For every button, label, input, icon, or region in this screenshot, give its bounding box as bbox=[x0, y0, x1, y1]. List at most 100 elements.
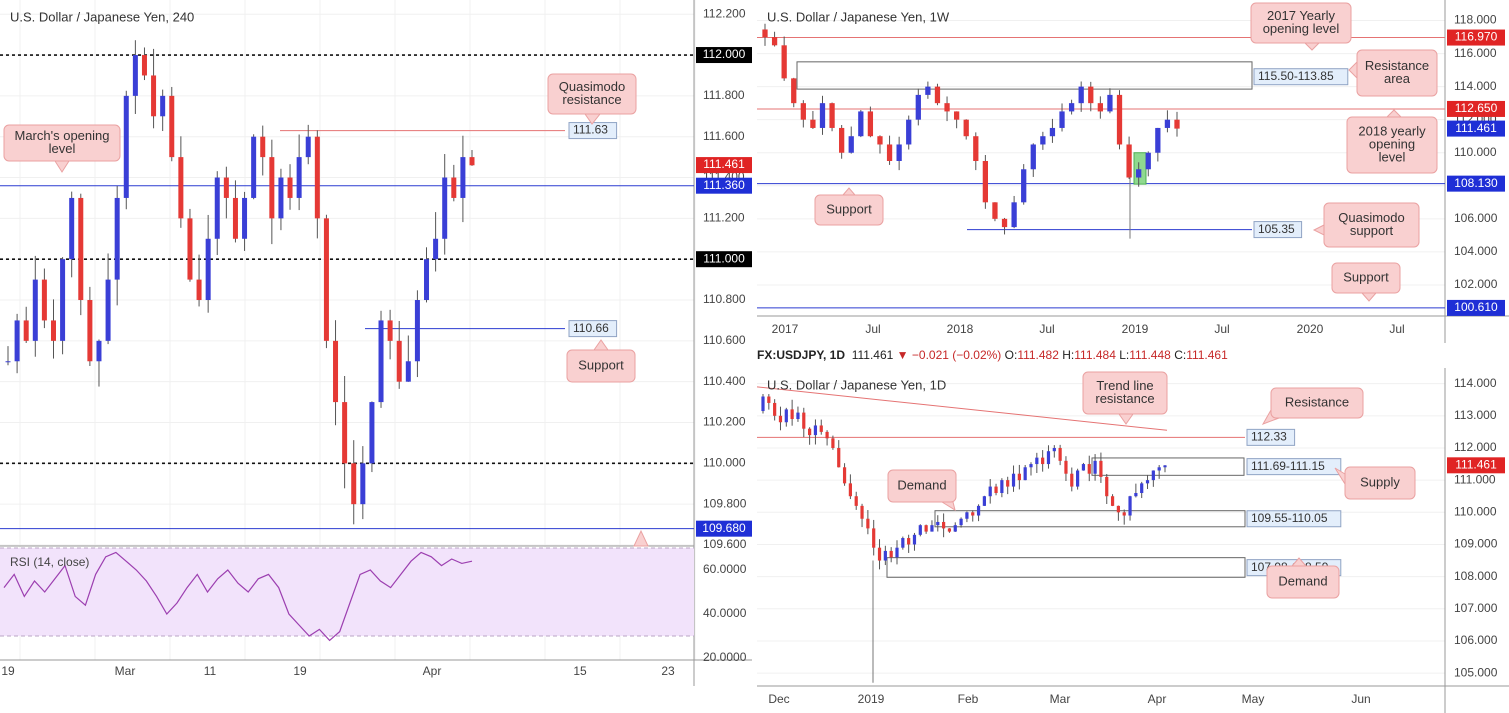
d1-callout-resistance: Resistance bbox=[1285, 394, 1349, 409]
d1-candle bbox=[767, 396, 771, 403]
w1-price-tick: 104.000 bbox=[1454, 244, 1498, 258]
w1-callout-2018-open-line-3: level bbox=[1379, 149, 1406, 164]
d1-candle bbox=[1145, 480, 1150, 484]
w1-candle bbox=[1155, 127, 1161, 153]
d1-candle bbox=[1163, 465, 1167, 468]
weekly-chart-svg[interactable]: 118.000116.000114.000112.000110.000108.0… bbox=[757, 0, 1509, 343]
d1-candle bbox=[1052, 447, 1056, 452]
w1-price-tag-116-970: 116.970 bbox=[1455, 30, 1498, 44]
w1-candle bbox=[982, 161, 989, 203]
d1-level-label-supply-bg bbox=[1246, 458, 1342, 476]
d1-candle bbox=[953, 525, 957, 532]
panel-h4-chart[interactable]: 112.200112.000111.800111.600111.400111.2… bbox=[0, 0, 752, 686]
h4-candle bbox=[187, 218, 193, 280]
h4-time-label: 23 bbox=[661, 664, 675, 678]
h4-time-label: 19 bbox=[1, 664, 15, 678]
w1-time-label: Jul bbox=[1039, 322, 1054, 336]
d1-candle bbox=[854, 496, 858, 506]
h4-candle bbox=[378, 320, 384, 403]
d1-candle bbox=[1029, 464, 1033, 468]
w1-callout-2018-open-box bbox=[1346, 116, 1438, 174]
w1-chart-title: U.S. Dollar / Japanese Yen, 1W bbox=[767, 9, 950, 24]
d1-candle bbox=[773, 402, 777, 416]
d1-candle bbox=[1011, 473, 1016, 487]
d1-candle bbox=[784, 409, 788, 423]
h4-candle bbox=[32, 279, 38, 341]
w1-callout-2017-open-box bbox=[1250, 2, 1352, 44]
d1-time-label: Apr bbox=[1148, 692, 1167, 706]
panel-weekly-chart[interactable]: 118.000116.000114.000112.000110.000108.0… bbox=[757, 0, 1509, 343]
h4-candle bbox=[387, 320, 393, 341]
h4-candle bbox=[141, 55, 147, 76]
d1-candle bbox=[1128, 496, 1132, 516]
w1-candle bbox=[906, 119, 912, 145]
rsi-tick: 60.0000 bbox=[703, 562, 747, 576]
h4-callout-march-open-line-2: level bbox=[49, 141, 76, 156]
d1-price-tick: 109.000 bbox=[1454, 537, 1498, 551]
w1-candle bbox=[819, 103, 826, 128]
d1-candle bbox=[942, 521, 946, 529]
d1-candle bbox=[872, 528, 876, 548]
h4-price-tag-111-360-bg bbox=[696, 177, 752, 194]
h4-candle bbox=[232, 197, 238, 239]
w1-time-label: Jul bbox=[865, 322, 880, 336]
d1-candle bbox=[947, 528, 952, 532]
h4-callout-quasimodo-box bbox=[547, 73, 637, 115]
h4-candle bbox=[123, 95, 129, 198]
quote-open: 111.482 bbox=[1017, 348, 1059, 362]
d1-candle bbox=[930, 525, 934, 532]
d1-candle bbox=[813, 425, 818, 436]
d1-price-tick: 110.000 bbox=[1454, 504, 1497, 518]
panel-daily-chart[interactable]: 114.000 113.000 112.000 111.000 110.000 109.0… bbox=[757, 368, 1509, 713]
d1-callout-demand-upper: Demand bbox=[897, 477, 946, 492]
d1-candle bbox=[842, 467, 847, 484]
d1-candle bbox=[802, 412, 806, 429]
h4-candle bbox=[287, 177, 293, 198]
d1-candle bbox=[1006, 480, 1010, 487]
h4-candle bbox=[351, 463, 357, 505]
h4-price-tag-111-000-bg bbox=[696, 251, 752, 268]
daily-chart-svg[interactable]: 114.000 113.000 112.000 111.000 110.000 109.0… bbox=[757, 368, 1509, 713]
w1-candle bbox=[1059, 111, 1065, 128]
d1-time-label: 2019 bbox=[858, 692, 885, 706]
d1-candle bbox=[1157, 467, 1161, 471]
d1-callout-resistance-group: Resistance bbox=[1261, 387, 1364, 425]
d1-candle bbox=[825, 431, 829, 439]
h4-candle bbox=[260, 136, 266, 158]
h4-candle bbox=[278, 177, 284, 219]
w1-price-tag-112-650-bg bbox=[1447, 100, 1505, 117]
d1-candle bbox=[819, 425, 823, 432]
d1-callout-trendline-line-1: Trend line bbox=[1096, 378, 1153, 393]
d1-demand-box-lower bbox=[886, 557, 1246, 578]
w1-price-tick: 102.000 bbox=[1454, 277, 1498, 291]
w1-callout-2018-open-line-2: opening bbox=[1369, 136, 1415, 151]
w1-callout-quasimodo-line-1: Quasimodo bbox=[1338, 210, 1404, 225]
d1-candle bbox=[976, 505, 981, 516]
d1-candle bbox=[924, 525, 928, 532]
h4-candle bbox=[305, 136, 311, 158]
d1-candle bbox=[1046, 451, 1051, 465]
w1-callout-quasimodo-box bbox=[1323, 202, 1420, 248]
d1-candle bbox=[971, 512, 975, 516]
w1-callout-2017-open-line-2: opening level bbox=[1263, 21, 1340, 36]
w1-green-box bbox=[1133, 152, 1147, 185]
w1-price-tick: 118.000 bbox=[1454, 13, 1497, 27]
quote-change: −0.021 (−0.02%) bbox=[911, 348, 1002, 362]
w1-candle bbox=[781, 45, 787, 79]
d1-candle bbox=[1151, 470, 1155, 481]
h4-candle bbox=[214, 177, 220, 239]
quote-high-label: H: bbox=[1062, 348, 1075, 362]
h4-level-label-110-66-bg bbox=[568, 320, 618, 338]
h4-candle bbox=[369, 402, 375, 464]
h4-time-label: 19 bbox=[293, 664, 307, 678]
w1-candle bbox=[848, 136, 854, 153]
d1-candle bbox=[1017, 473, 1021, 481]
h4-candle bbox=[60, 259, 66, 341]
w1-candle bbox=[896, 144, 902, 161]
d1-candle bbox=[1122, 512, 1126, 516]
w1-price-tag-111-461: 111.461 bbox=[1455, 121, 1497, 135]
h4-chart-svg[interactable]: 112.200112.000111.800111.600111.400111.2… bbox=[0, 0, 752, 686]
h4-candle bbox=[205, 238, 211, 301]
w1-price-tag-116-970-bg bbox=[1447, 29, 1505, 46]
